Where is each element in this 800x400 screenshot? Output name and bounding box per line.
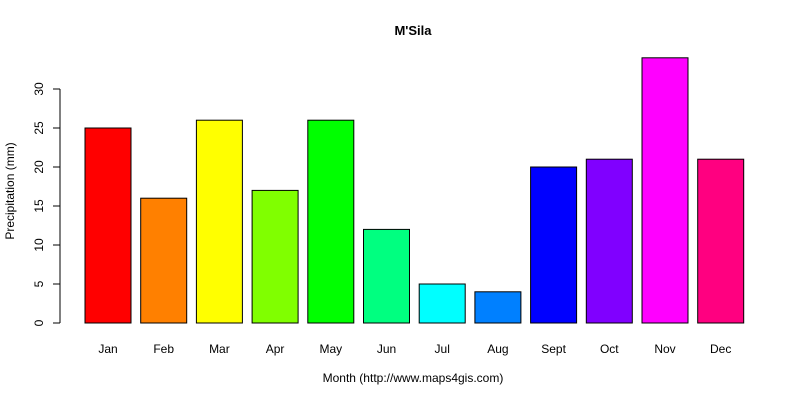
- x-tick-label: Jun: [377, 342, 396, 356]
- x-tick-label: Jul: [435, 342, 450, 356]
- y-axis-label: Precipitation (mm): [3, 142, 17, 239]
- x-tick-label: Nov: [654, 342, 675, 356]
- x-tick-label: Oct: [600, 342, 619, 356]
- bar-jun: [363, 228, 410, 324]
- y-tick-label: 10: [32, 238, 46, 252]
- bar-aug: [474, 291, 522, 324]
- bar-apr: [251, 189, 299, 324]
- x-tick-label: Aug: [487, 342, 508, 356]
- x-tick-label: May: [319, 342, 342, 356]
- bar-oct: [585, 158, 633, 324]
- y-tick-label: 15: [32, 199, 46, 213]
- bar-jul: [418, 283, 466, 324]
- bar-mar: [195, 119, 243, 324]
- bar-feb: [140, 197, 188, 324]
- bar-sept: [530, 166, 578, 324]
- y-tick-label: 5: [32, 280, 46, 287]
- chart-title: M'Sila: [394, 23, 432, 38]
- bar-may: [307, 119, 355, 324]
- bars-group: [84, 57, 745, 324]
- y-tick-label: 30: [32, 82, 46, 96]
- x-axis-label: Month (http://www.maps4gis.com): [323, 371, 504, 385]
- x-tick-label: Mar: [209, 342, 230, 356]
- bar-jan: [84, 127, 132, 324]
- y-tick-label: 25: [32, 121, 46, 135]
- x-tick-label: Sept: [541, 342, 566, 356]
- x-tick-label: Apr: [266, 342, 285, 356]
- x-tick-label: Feb: [153, 342, 174, 356]
- y-axis: 0 5 10 15 20 25 30: [32, 82, 61, 326]
- x-tick-label: Jan: [98, 342, 117, 356]
- y-tick-label: 0: [32, 319, 46, 326]
- y-tick-label: 20: [32, 160, 46, 174]
- x-tick-label: Dec: [710, 342, 731, 356]
- bar-nov: [641, 57, 689, 324]
- x-tick-labels: Jan Feb Mar Apr May Jun Jul Aug Sept Oct Nov Dec: [98, 342, 731, 356]
- bar-dec: [697, 158, 745, 324]
